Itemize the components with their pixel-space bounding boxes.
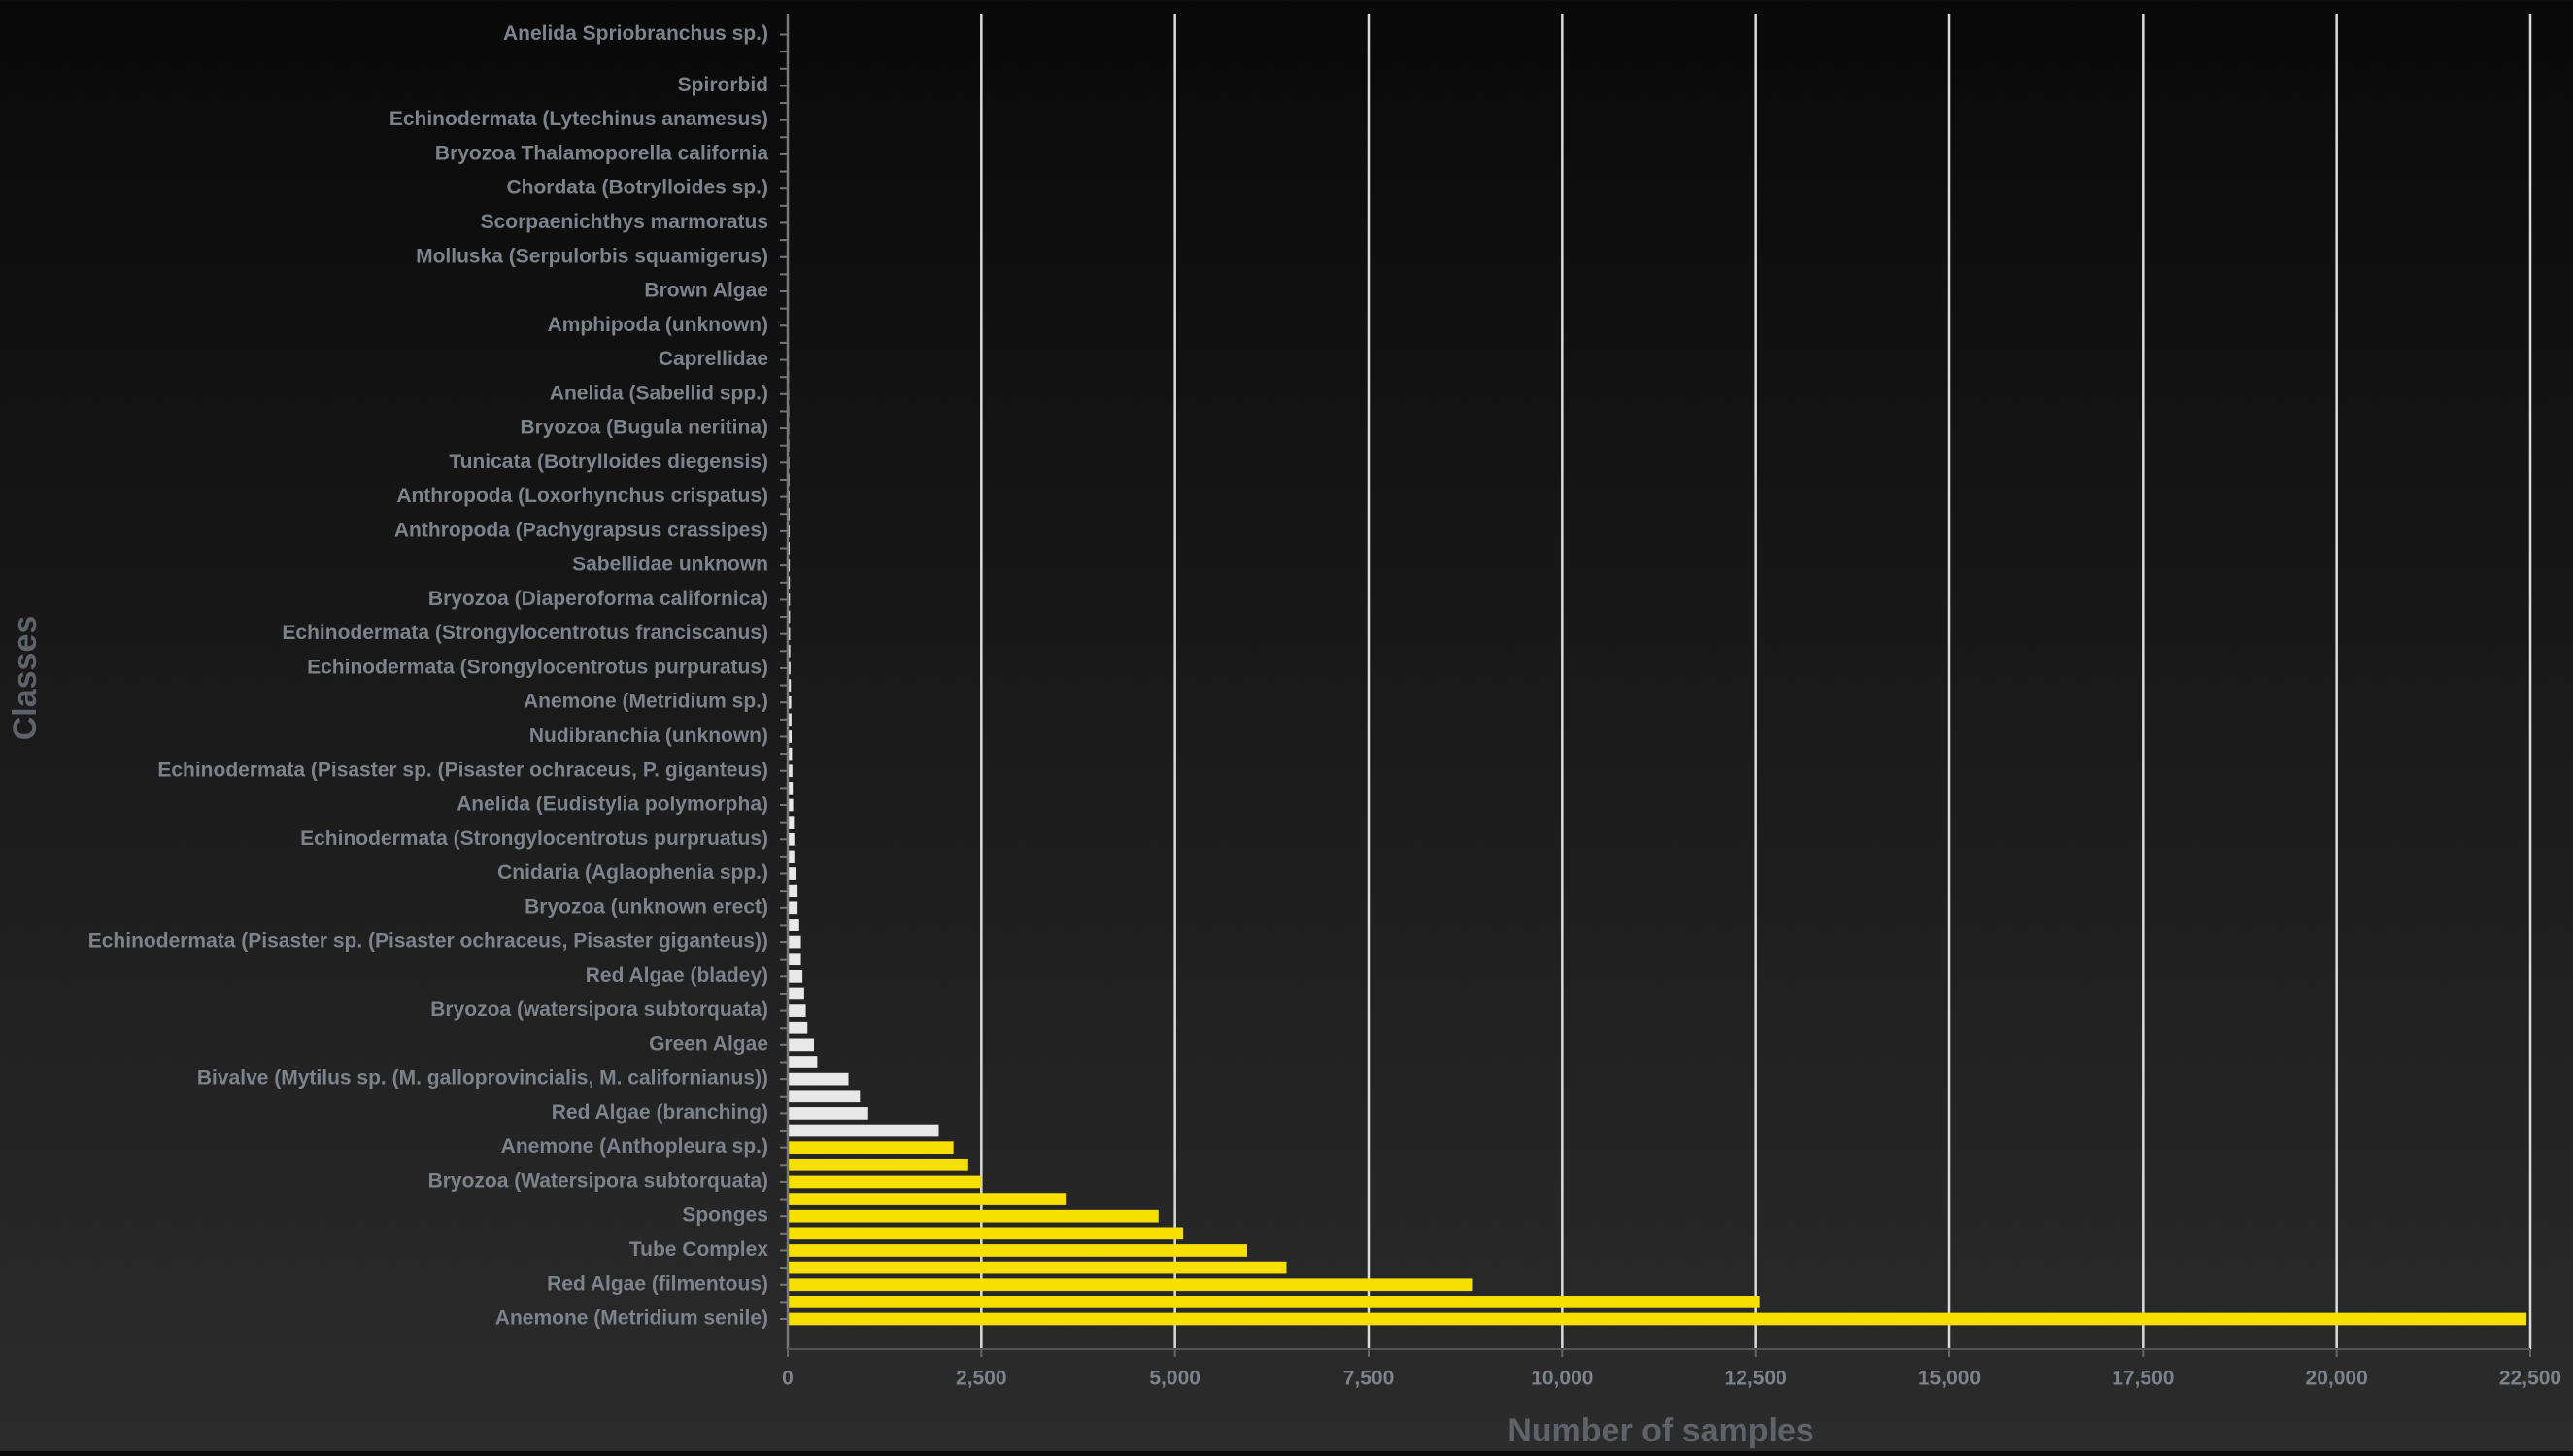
x-tick-label: 10,000: [1531, 1368, 1593, 1390]
bar: [788, 1022, 807, 1034]
y-tick-label: Nudibranchia (unknown): [529, 725, 768, 747]
x-tick-label: 12,500: [1725, 1368, 1787, 1390]
y-tick-label: Echinodermata (Strongylocentrotus purpru…: [300, 828, 768, 850]
y-tick-label: Anelida Spriobranchus sp.): [503, 22, 768, 45]
y-tick-label: Bryozoa Thalamoporella california: [435, 142, 768, 164]
x-tick-label: 5,000: [1149, 1368, 1201, 1390]
x-tick-label: 15,000: [1918, 1368, 1981, 1390]
y-tick-label: Bryozoa (watersipora subtorquata): [430, 999, 768, 1021]
bar: [788, 1107, 868, 1120]
bar: [788, 953, 801, 965]
bar: [788, 1296, 1760, 1308]
y-tick-label: Molluska (Serpulorbis squamigerus): [416, 245, 768, 267]
y-tick-label: Green Algae: [649, 1033, 768, 1055]
bar: [788, 970, 802, 983]
bar: [788, 901, 797, 914]
y-tick-label: Echinodermata (Srongylocentrotus purpura…: [307, 656, 768, 678]
y-tick-label: Anemone (Metridium senile): [495, 1307, 768, 1330]
y-tick-label: Bryozoa (Watersipora subtorquata): [428, 1169, 768, 1192]
y-tick-label: Echinodermata (Pisaster sp. (Pisaster oc…: [157, 759, 768, 781]
y-tick-label: Echinodermata (Pisaster sp. (Pisaster oc…: [88, 931, 768, 953]
y-tick-label: Red Algae (filmentous): [547, 1272, 768, 1295]
y-tick-label: Bryozoa (unknown erect): [525, 896, 768, 918]
bar: [788, 988, 804, 1000]
bar: [788, 1313, 2526, 1326]
bar: [788, 1193, 1066, 1205]
y-tick-label: Anthropoda (Pachygrapsus crassipes): [394, 519, 768, 541]
y-tick-label: Bryozoa (Bugula neritina): [520, 417, 768, 439]
bar: [788, 1141, 954, 1154]
bar: [788, 1125, 938, 1137]
x-tick-label: 20,000: [2306, 1368, 2368, 1390]
bar: [788, 919, 799, 931]
y-tick-label: Bivalve (Mytilus sp. (M. galloprovincial…: [197, 1067, 768, 1090]
y-tick-label: Brown Algae: [644, 280, 768, 302]
bar: [788, 867, 796, 880]
y-tick-label: Anemone (Metridium sp.): [524, 691, 768, 713]
y-tick-label: Spirorbid: [678, 74, 768, 96]
y-tick-label: Amphipoda (unknown): [548, 314, 768, 336]
y-tick-label: Tunicata (Botrylloides diegensis): [449, 451, 768, 473]
x-axis-title: Number of samples: [1507, 1412, 1814, 1449]
y-tick-label: Red Algae (bladey): [586, 965, 768, 987]
bar: [788, 1227, 1183, 1239]
y-axis-title: Classes: [7, 616, 44, 741]
y-tick-label: Bryozoa (Diaperoforma californica): [428, 588, 768, 610]
bar: [788, 936, 801, 949]
bar: [788, 1073, 849, 1086]
bar: [788, 1210, 1159, 1223]
y-tick-label: Scorpaenichthys marmoratus: [481, 211, 768, 233]
y-tick-label: Echinodermata (Lytechinus anamesus): [389, 108, 768, 130]
y-tick-label: Anelida (Eudistylia polymorpha): [457, 794, 768, 816]
x-tick-label: 7,500: [1343, 1368, 1395, 1390]
bar: [788, 1004, 806, 1017]
y-tick-label: Tube Complex: [629, 1238, 768, 1261]
bar: [788, 1176, 981, 1189]
x-tick-label: 17,500: [2112, 1368, 2174, 1390]
y-tick-label: Chordata (Botrylloides sp.): [506, 177, 768, 199]
bar: [788, 885, 797, 897]
y-tick-label: Caprellidae: [659, 348, 768, 370]
y-tick-label: Red Algae (branching): [552, 1101, 768, 1124]
y-tick-label: Sponges: [682, 1204, 768, 1227]
y-tick-label: Echinodermata (Strongylocentrotus franci…: [282, 622, 768, 644]
x-tick-label: 2,500: [956, 1368, 1007, 1390]
y-tick-label: Cnidaria (Aglaophenia spp.): [497, 862, 768, 884]
bar: [788, 1244, 1247, 1257]
y-tick-label: Anemone (Anthopleura sp.): [501, 1135, 768, 1158]
y-tick-label: Anthropoda (Loxorhynchus crispatus): [396, 485, 768, 507]
bar: [788, 1039, 814, 1052]
bar: [788, 1056, 817, 1068]
y-tick-label: Anelida (Sabellid spp.): [550, 382, 768, 404]
bar: [788, 1159, 968, 1171]
bar: [788, 1090, 860, 1102]
x-tick-label: 22,500: [2499, 1368, 2561, 1390]
y-tick-label: Sabellidae unknown: [572, 554, 768, 576]
x-tick-label: 0: [782, 1368, 794, 1390]
bar: [788, 1278, 1472, 1291]
bar: [788, 1262, 1286, 1274]
